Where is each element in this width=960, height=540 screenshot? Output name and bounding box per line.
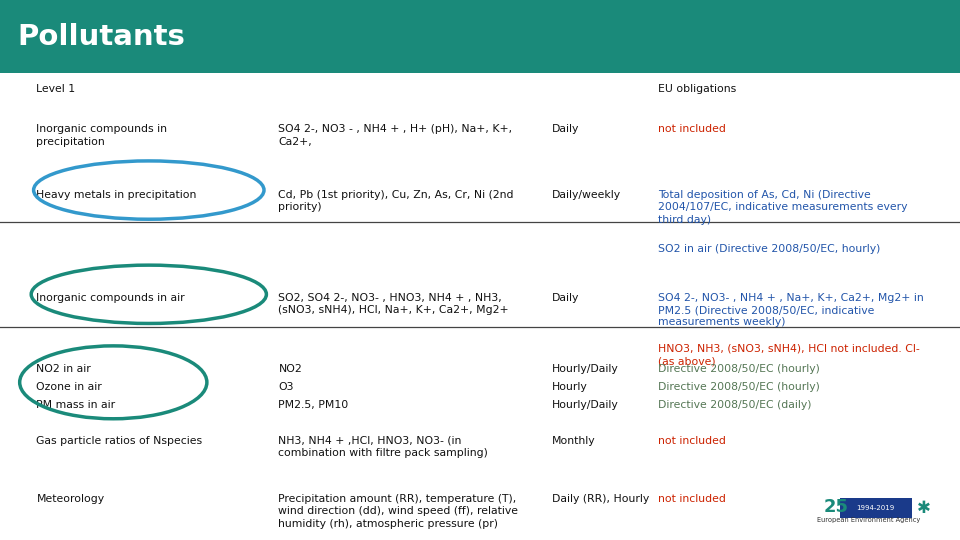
Text: Daily: Daily — [552, 124, 580, 134]
Text: not included: not included — [658, 436, 726, 446]
Text: SO4 2-, NO3- , NH4 + , Na+, K+, Ca2+, Mg2+ in
PM2.5 (Directive 2008/50/EC, indic: SO4 2-, NO3- , NH4 + , Na+, K+, Ca2+, Mg… — [658, 293, 924, 327]
Text: Pollutants: Pollutants — [17, 23, 185, 51]
Text: Directive 2008/50/EC (hourly): Directive 2008/50/EC (hourly) — [658, 382, 820, 393]
Text: Total deposition of As, Cd, Ni (Directive
2004/107/EC, indicative measurements e: Total deposition of As, Cd, Ni (Directiv… — [658, 190, 907, 225]
Text: NH3, NH4 + ,HCl, HNO3, NO3- (in
combination with filtre pack sampling): NH3, NH4 + ,HCl, HNO3, NO3- (in combinat… — [278, 436, 489, 458]
Text: Daily: Daily — [552, 293, 580, 303]
Text: Ozone in air: Ozone in air — [36, 382, 102, 393]
Text: Cd, Pb (1st priority), Cu, Zn, As, Cr, Ni (2nd
priority): Cd, Pb (1st priority), Cu, Zn, As, Cr, N… — [278, 190, 514, 212]
Text: not included: not included — [658, 494, 726, 504]
Text: Inorganic compounds in air: Inorganic compounds in air — [36, 293, 185, 303]
Text: NO2 in air: NO2 in air — [36, 364, 91, 375]
Text: NO2: NO2 — [278, 364, 302, 375]
Text: European Environment Agency: European Environment Agency — [817, 517, 921, 523]
Text: 1994-2019: 1994-2019 — [856, 505, 895, 511]
Text: Heavy metals in precipitation: Heavy metals in precipitation — [36, 190, 197, 200]
Text: Hourly/Daily: Hourly/Daily — [552, 364, 619, 375]
Text: Inorganic compounds in
precipitation: Inorganic compounds in precipitation — [36, 124, 167, 146]
Text: PM2.5, PM10: PM2.5, PM10 — [278, 400, 348, 410]
Text: SO2, SO4 2-, NO3- , HNO3, NH4 + , NH3,
(sNO3, sNH4), HCl, Na+, K+, Ca2+, Mg2+: SO2, SO4 2-, NO3- , HNO3, NH4 + , NH3, (… — [278, 293, 509, 315]
Text: Daily (RR), Hourly: Daily (RR), Hourly — [552, 494, 649, 504]
Text: Directive 2008/50/EC (hourly): Directive 2008/50/EC (hourly) — [658, 364, 820, 375]
Text: PM mass in air: PM mass in air — [36, 400, 115, 410]
Text: EU obligations: EU obligations — [658, 84, 736, 94]
Text: Level 1: Level 1 — [36, 84, 76, 94]
Text: SO4 2-, NO3 - , NH4 + , H+ (pH), Na+, K+,
Ca2+,: SO4 2-, NO3 - , NH4 + , H+ (pH), Na+, K+… — [278, 124, 513, 146]
Text: Hourly: Hourly — [552, 382, 588, 393]
Text: Gas particle ratios of Nspecies: Gas particle ratios of Nspecies — [36, 436, 203, 446]
Text: Daily/weekly: Daily/weekly — [552, 190, 621, 200]
Text: Directive 2008/50/EC (daily): Directive 2008/50/EC (daily) — [658, 400, 811, 410]
Text: not included: not included — [658, 124, 726, 134]
FancyBboxPatch shape — [0, 0, 960, 73]
Text: Precipitation amount (RR), temperature (T),
wind direction (dd), wind speed (ff): Precipitation amount (RR), temperature (… — [278, 494, 518, 529]
Text: Hourly/Daily: Hourly/Daily — [552, 400, 619, 410]
Text: ✱: ✱ — [917, 498, 930, 517]
Text: Monthly: Monthly — [552, 436, 595, 446]
FancyBboxPatch shape — [840, 498, 912, 518]
Text: O3: O3 — [278, 382, 294, 393]
Text: HNO3, NH3, (sNO3, sNH4), HCl not included. Cl-
(as above): HNO3, NH3, (sNO3, sNH4), HCl not include… — [658, 344, 920, 366]
Text: SO2 in air (Directive 2008/50/EC, hourly): SO2 in air (Directive 2008/50/EC, hourly… — [658, 244, 880, 254]
Text: Meteorology: Meteorology — [36, 494, 105, 504]
Text: 25: 25 — [824, 497, 849, 516]
